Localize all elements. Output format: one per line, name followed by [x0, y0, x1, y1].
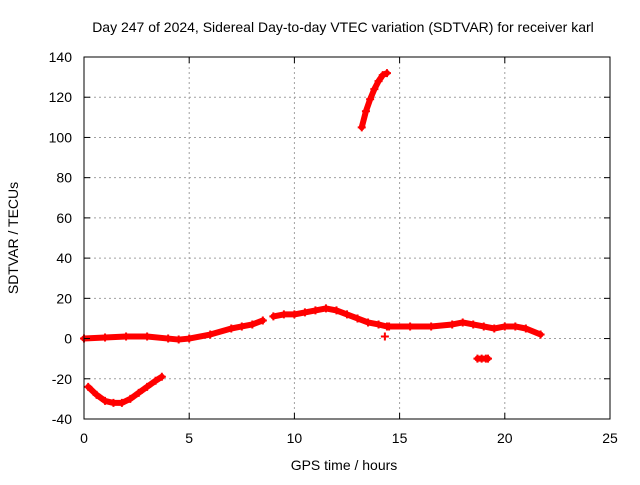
tick-layer: 0 5 10 15 20 25 -40 -20 0 20 40 60 80 100 120 140 [49, 49, 618, 446]
data-point [332, 306, 341, 315]
series-rise [357, 69, 391, 132]
data-point [84, 382, 93, 391]
data-point [380, 332, 389, 341]
data-point [479, 322, 488, 331]
y-tick-label: 20 [56, 290, 72, 306]
data-point [511, 322, 520, 331]
y-tick-label: 0 [64, 331, 72, 347]
series-dash [473, 354, 492, 363]
series-line [270, 305, 390, 330]
data-point [143, 382, 152, 391]
series-line [85, 373, 165, 406]
series-baseline-2 [269, 304, 391, 331]
data-point [151, 376, 160, 385]
data-point [143, 332, 152, 341]
y-tick-label: 80 [56, 170, 72, 186]
y-tick-label: 100 [49, 129, 73, 145]
data-point [92, 390, 101, 399]
x-axis-label: GPS time / hours [291, 457, 398, 473]
data-point [521, 324, 530, 333]
data-point [227, 324, 236, 333]
x-tick-label: 15 [392, 430, 408, 446]
y-tick-label: 40 [56, 250, 72, 266]
series-baseline-3 [385, 318, 545, 339]
data-point [126, 394, 135, 403]
data-point [117, 398, 126, 407]
series-arc [84, 372, 166, 407]
data-point [101, 333, 110, 342]
data-point [206, 330, 215, 339]
data-point [370, 85, 379, 94]
series-baseline [80, 316, 267, 344]
data-point [134, 388, 143, 397]
x-tick-label: 10 [287, 430, 303, 446]
data-point [364, 318, 373, 327]
data-layer [80, 69, 545, 407]
data-point [458, 318, 467, 327]
series-line [81, 317, 266, 343]
series-line [386, 319, 544, 338]
x-tick-label: 0 [80, 430, 88, 446]
grid-layer [84, 57, 610, 419]
data-point [378, 71, 387, 80]
data-point [483, 354, 492, 363]
data-point [406, 322, 415, 331]
data-point [361, 107, 370, 116]
data-point [385, 322, 394, 331]
data-point [109, 398, 118, 407]
data-point [382, 69, 391, 78]
data-point [101, 396, 110, 405]
data-point [536, 330, 545, 339]
data-point [321, 304, 330, 313]
data-point [490, 324, 499, 333]
data-point [174, 335, 183, 344]
y-tick-label: -20 [52, 371, 72, 387]
y-tick-label: 140 [49, 49, 73, 65]
data-point [357, 123, 366, 132]
data-point [157, 372, 166, 381]
data-point [279, 310, 288, 319]
y-tick-label: -40 [52, 411, 72, 427]
data-point [185, 334, 194, 343]
data-point [427, 322, 436, 331]
data-point [269, 312, 278, 321]
y-tick-label: 120 [49, 89, 73, 105]
data-point [237, 322, 246, 331]
data-point [374, 320, 383, 329]
series-dot [380, 332, 389, 341]
y-axis-label: SDTVAR / TECUs [5, 182, 21, 294]
data-point [300, 308, 309, 317]
data-point [248, 320, 257, 329]
data-point [122, 332, 131, 341]
x-tick-label: 25 [602, 430, 618, 446]
data-point [366, 95, 375, 104]
data-point [353, 314, 362, 323]
plot-frame [83, 56, 611, 420]
data-point [311, 306, 320, 315]
data-point [290, 310, 299, 319]
data-point [258, 316, 267, 325]
data-point [500, 322, 509, 331]
data-point [343, 310, 351, 319]
data-point [448, 320, 457, 329]
x-tick-label: 5 [185, 430, 193, 446]
y-tick-label: 60 [56, 210, 72, 226]
data-point [469, 320, 478, 329]
series-line [358, 70, 390, 131]
data-point [164, 334, 173, 343]
data-point [374, 77, 383, 86]
chart-title: Day 247 of 2024, Sidereal Day-to-day VTE… [92, 19, 594, 35]
x-tick-label: 20 [497, 430, 513, 446]
